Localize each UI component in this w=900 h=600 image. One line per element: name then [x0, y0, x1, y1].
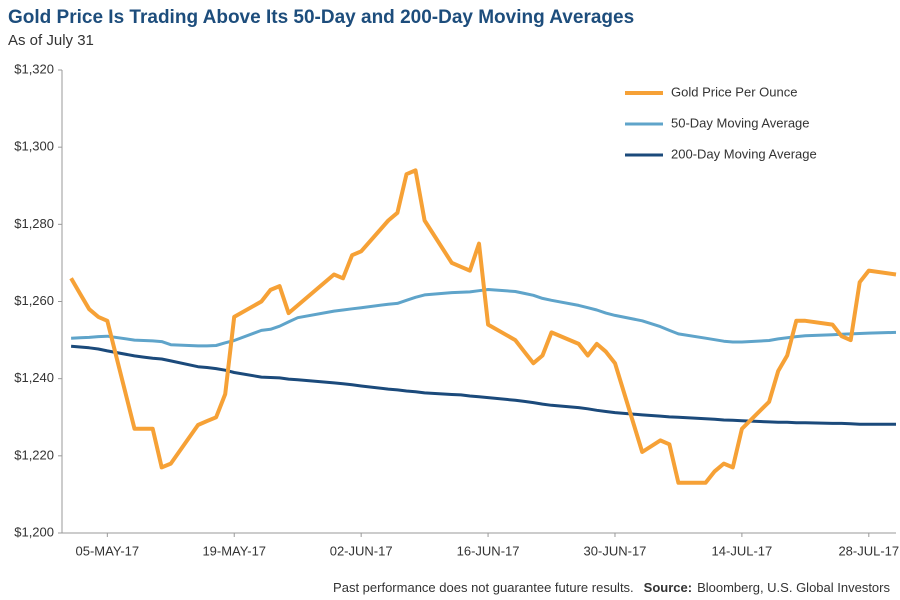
legend-label: Gold Price Per Ounce	[671, 84, 797, 99]
y-tick-label: $1,320	[14, 61, 54, 76]
x-tick-label: 30-JUN-17	[584, 543, 647, 558]
legend-label: 200-Day Moving Average	[671, 146, 817, 161]
series-line	[71, 288, 897, 348]
y-tick-label: $1,240	[14, 370, 54, 385]
series-line	[70, 344, 896, 426]
source-label: Source:	[644, 580, 692, 595]
source: Bloomberg, U.S. Global Investors	[697, 580, 890, 595]
chart-subtitle: As of July 31	[8, 32, 94, 49]
x-tick-label: 05-MAY-17	[76, 543, 140, 558]
x-tick-label: 28-JUL-17	[838, 543, 899, 558]
x-tick-label: 19-MAY-17	[202, 543, 266, 558]
series-line	[69, 168, 897, 485]
x-tick-label: 16-JUN-17	[457, 543, 520, 558]
x-tick-label: 14-JUL-17	[712, 543, 773, 558]
x-tick-label: 02-JUN-17	[330, 543, 393, 558]
chart-title: Gold Price Is Trading Above Its 50-Day a…	[8, 7, 634, 28]
y-tick-label: $1,280	[14, 216, 54, 231]
y-tick-label: $1,200	[14, 524, 54, 539]
y-tick-label: $1,300	[14, 139, 54, 154]
y-tick-label: $1,260	[14, 293, 54, 308]
footnote: Past performance does not guarantee futu…	[333, 580, 634, 595]
legend-label: 50-Day Moving Average	[671, 115, 810, 130]
footnote-line: Past performance does not guarantee futu…	[333, 580, 890, 595]
y-tick-label: $1,220	[14, 447, 54, 462]
